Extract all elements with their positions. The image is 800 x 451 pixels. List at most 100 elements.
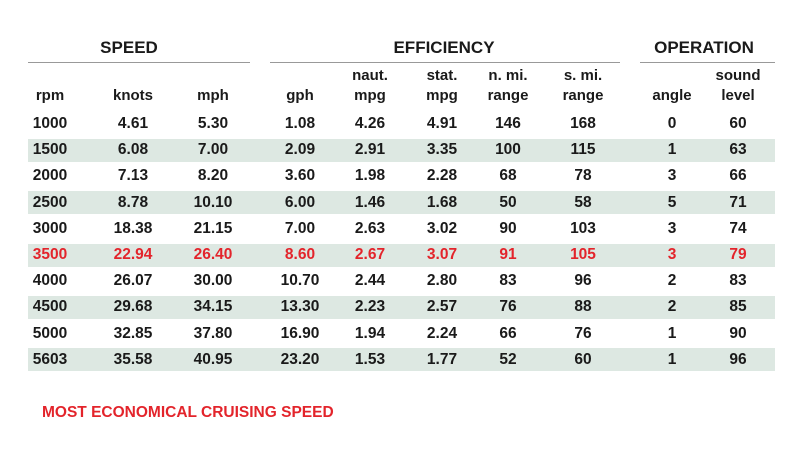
cell: 22.94 <box>113 246 153 263</box>
cell: 1000 <box>32 115 68 132</box>
cell: 3 <box>667 167 677 185</box>
cell: 2.23 <box>354 298 386 316</box>
cell: 2500 <box>32 193 68 211</box>
group-header: SPEED <box>100 38 158 57</box>
cell: 90 <box>729 324 747 342</box>
cell: 18.38 <box>113 219 153 237</box>
cell: 90 <box>499 219 517 237</box>
cell: 66 <box>499 324 517 342</box>
cell: 68 <box>499 167 517 185</box>
cell: 1 <box>667 141 677 159</box>
cell: 3.60 <box>284 167 316 185</box>
group-rule <box>640 62 775 63</box>
cell: 96 <box>574 272 592 290</box>
cell: 1.94 <box>354 324 386 342</box>
column-header: stat. mpg <box>426 67 458 104</box>
column-header: knots <box>112 87 154 104</box>
cell: 4500 <box>32 298 68 316</box>
cell: 5603 <box>32 350 68 368</box>
cell: 1.53 <box>354 350 386 368</box>
cell: 1 <box>667 324 677 342</box>
cell: 78 <box>574 167 592 185</box>
cell: 2.80 <box>426 272 458 290</box>
cell: 3000 <box>32 219 68 237</box>
row-stripe <box>28 295 775 319</box>
column-header: n. mi. range <box>487 67 529 104</box>
cell: 2.57 <box>426 298 458 316</box>
cell: 16.90 <box>280 324 320 342</box>
cell: 1.98 <box>354 167 386 185</box>
cell: 1 <box>667 350 677 368</box>
cell: 1500 <box>32 141 68 159</box>
cell: 7.00 <box>197 141 229 159</box>
column-header: gph <box>286 87 314 104</box>
cell: 83 <box>729 272 747 290</box>
cell: 91 <box>499 246 517 263</box>
group-header: OPERATION <box>654 38 754 57</box>
column-header: s. mi. range <box>562 67 604 104</box>
cell: 115 <box>570 141 596 159</box>
cell: 74 <box>729 219 747 237</box>
row-stripe <box>28 138 775 162</box>
cell: 52 <box>499 350 517 368</box>
column-header: sound level <box>715 67 761 104</box>
cell: 3 <box>667 219 677 237</box>
cell: 30.00 <box>193 272 233 290</box>
group-rule <box>270 62 620 63</box>
cell: 60 <box>574 350 592 368</box>
footnote: MOST ECONOMICAL CRUISING SPEED <box>42 404 334 421</box>
cell: 8.78 <box>117 193 149 211</box>
cell: 1.77 <box>426 350 458 368</box>
cell: 2.44 <box>354 272 386 290</box>
cell: 58 <box>574 193 592 211</box>
cell: 37.80 <box>193 324 233 342</box>
cell: 4000 <box>32 272 68 290</box>
cell: 85 <box>729 298 747 316</box>
cell: 10.70 <box>280 272 320 290</box>
cell: 3.07 <box>426 246 458 263</box>
cell: 5 <box>667 193 677 211</box>
cell: 6.00 <box>284 193 316 211</box>
cell: 1.08 <box>284 115 316 132</box>
cell: 2.91 <box>354 141 386 159</box>
cell: 4.91 <box>426 115 458 132</box>
cell: 83 <box>499 272 517 290</box>
cell: 5000 <box>32 324 68 342</box>
cell: 2.67 <box>354 246 386 263</box>
cell: 34.15 <box>193 298 233 316</box>
cell: 1.68 <box>426 193 458 211</box>
column-header: naut. mpg <box>352 67 388 104</box>
cell: 2.63 <box>354 219 386 237</box>
cell: 88 <box>574 298 592 316</box>
cell: 7.13 <box>117 167 149 185</box>
cell: 2 <box>667 298 677 316</box>
cell: 168 <box>570 115 596 132</box>
cell: 26.40 <box>193 246 233 263</box>
cell: 3.02 <box>426 219 458 237</box>
cell: 79 <box>729 246 747 263</box>
cell: 6.08 <box>117 141 149 159</box>
column-header: rpm <box>35 87 65 104</box>
cell: 100 <box>495 141 521 159</box>
cell: 23.20 <box>280 350 320 368</box>
row-stripe <box>28 243 775 267</box>
cell: 76 <box>499 298 517 316</box>
cell: 96 <box>729 350 747 368</box>
cell: 76 <box>574 324 592 342</box>
cell: 40.95 <box>193 350 233 368</box>
cell: 29.68 <box>113 298 153 316</box>
cell: 1.46 <box>354 193 386 211</box>
cell: 35.58 <box>113 350 153 368</box>
cell: 105 <box>570 246 596 263</box>
cell: 3 <box>667 246 677 263</box>
cell: 10.10 <box>193 193 233 211</box>
cell: 71 <box>729 193 747 211</box>
cell: 2000 <box>32 167 68 185</box>
cell: 2.28 <box>426 167 458 185</box>
cell: 4.26 <box>354 115 386 132</box>
cell: 0 <box>667 115 677 132</box>
cell: 5.30 <box>197 115 229 132</box>
cell: 21.15 <box>193 219 233 237</box>
cell: 7.00 <box>284 219 316 237</box>
